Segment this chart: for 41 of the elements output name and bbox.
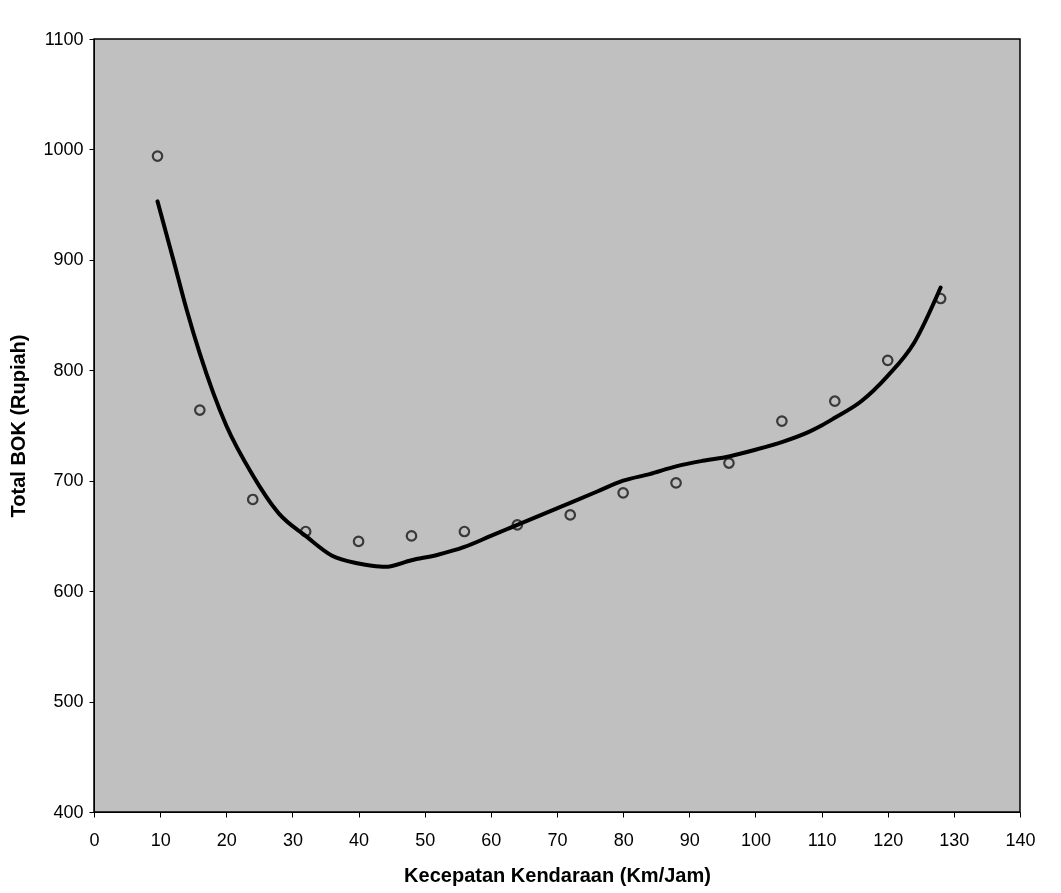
y-tick-label: 500: [53, 691, 84, 712]
x-tick-label: 30: [282, 829, 303, 850]
point: [299, 525, 312, 538]
point: [617, 487, 629, 499]
x-tick-label: 50: [415, 829, 436, 850]
x-tick-label: 100: [740, 829, 771, 850]
x-tick-label: 80: [613, 829, 634, 850]
point: [670, 477, 682, 489]
y-tick-label: 400: [53, 801, 84, 822]
point: [828, 395, 841, 408]
y-tick-label: 600: [53, 580, 84, 601]
point: [352, 535, 365, 548]
x-tick-label: 20: [216, 829, 237, 850]
x-tick-label: 140: [1005, 829, 1036, 850]
x-tick-label: 120: [873, 829, 904, 850]
point: [723, 457, 735, 469]
x-tick-label: 70: [547, 829, 568, 850]
x-tick-label: 40: [349, 829, 370, 850]
point: [193, 404, 206, 416]
x-tick-label: 130: [939, 829, 970, 850]
point: [151, 150, 164, 162]
point: [405, 530, 418, 542]
point: [246, 493, 259, 506]
x-tick-label: 0: [89, 829, 100, 850]
x-tick-label: 110: [807, 829, 837, 850]
x-tick-label: 60: [481, 829, 502, 850]
x-tick-label: 10: [150, 829, 171, 850]
y-tick-label: 800: [53, 359, 84, 380]
point: [564, 509, 577, 521]
x-axis-title: Kecepatan Kendaraan (Km/Jam): [404, 863, 711, 886]
y-tick-label: 1100: [44, 28, 84, 49]
y-axis-title: Total BOK (Rupiah): [7, 334, 30, 518]
point: [458, 525, 471, 538]
point: [776, 415, 788, 427]
point: [881, 354, 894, 367]
x-tick-label: 90: [679, 829, 700, 850]
point: [511, 519, 524, 531]
y-tick-label: 900: [53, 249, 84, 270]
y-tick-label: 700: [53, 470, 84, 491]
line-series: [155, 199, 943, 569]
y-tick-label: 1000: [43, 138, 84, 159]
